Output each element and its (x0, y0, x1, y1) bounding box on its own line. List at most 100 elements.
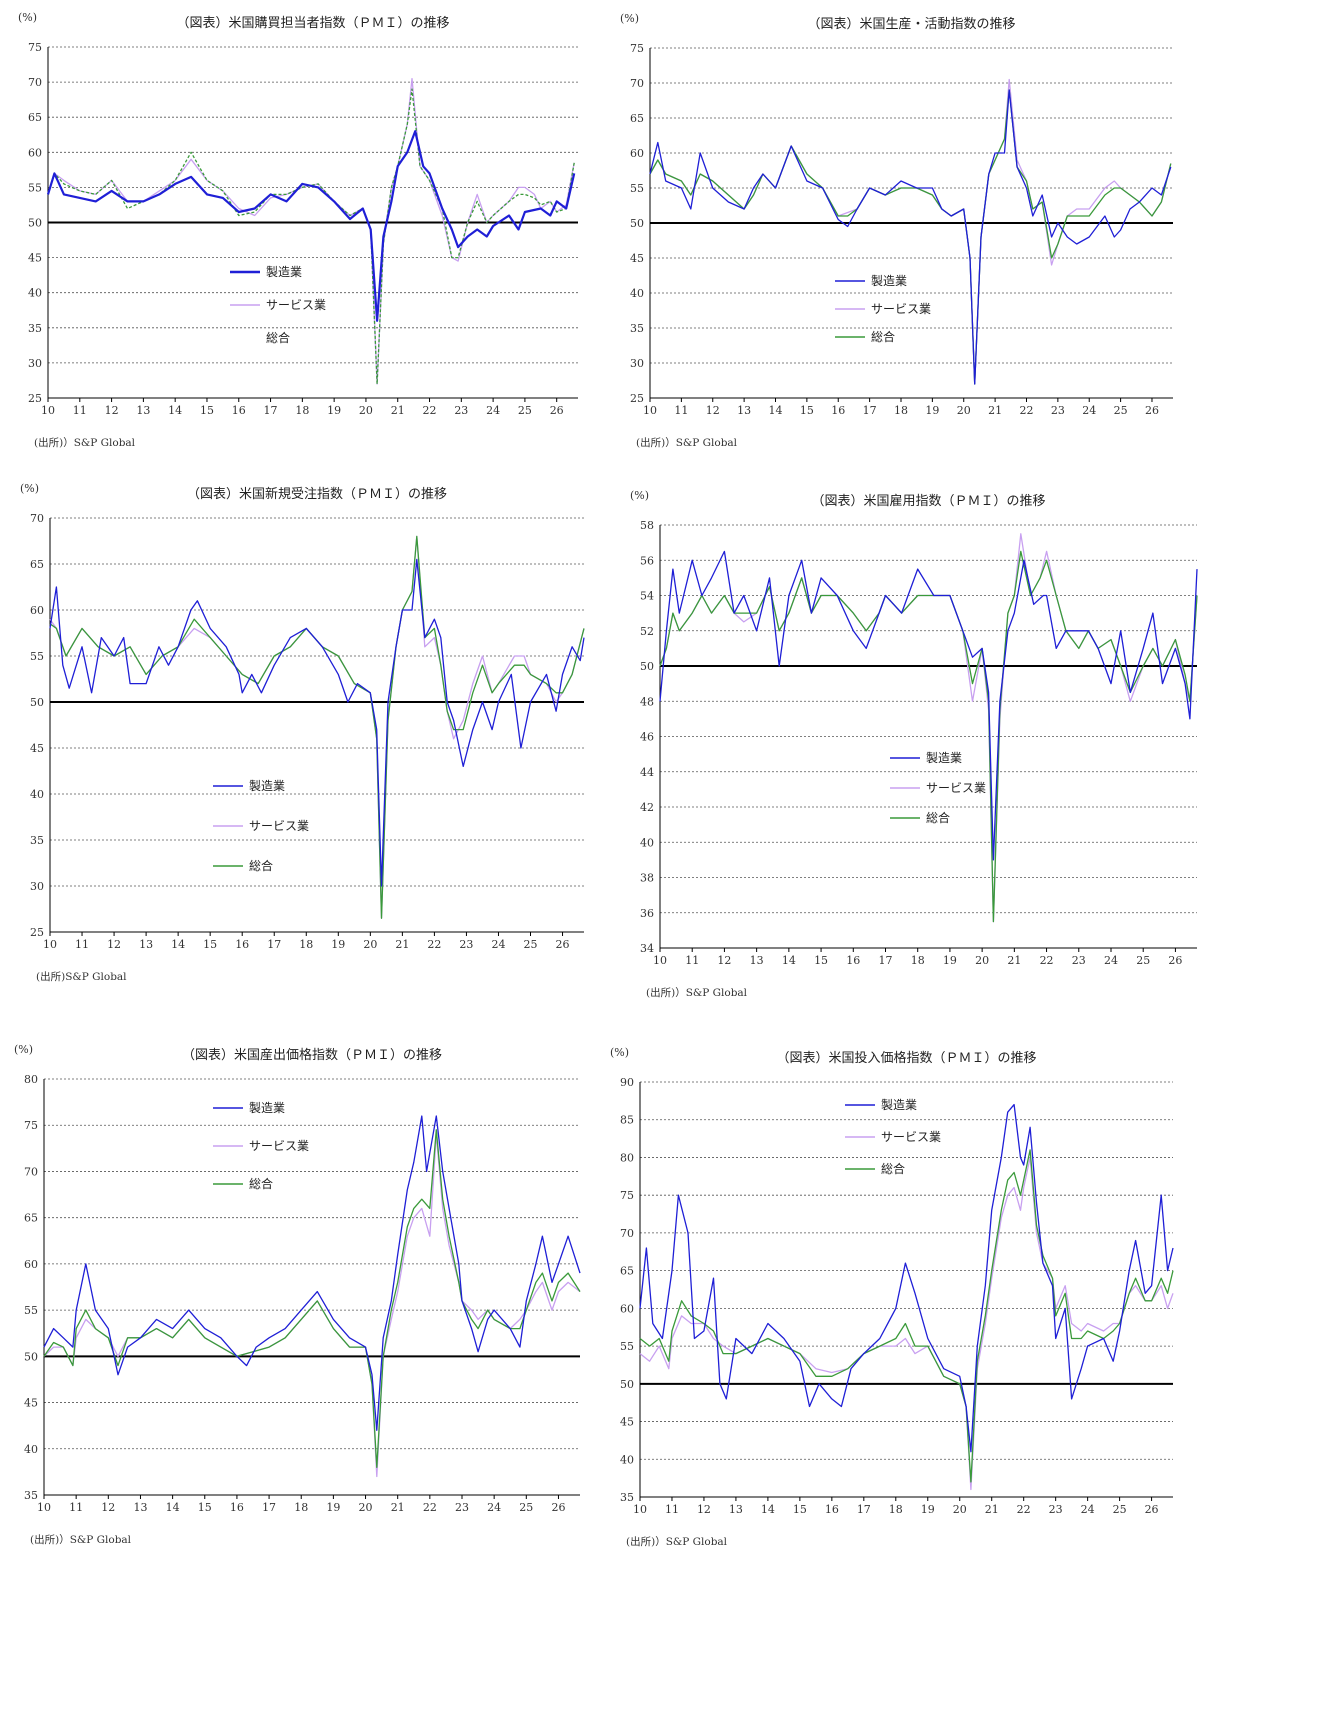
y-tick-label: 55 (24, 1304, 38, 1317)
chart-title: （図表）米国新規受注指数（ＰＭＩ）の推移 (187, 486, 447, 502)
x-tick-label: 19 (925, 404, 939, 417)
x-tick-label: 12 (697, 1503, 711, 1516)
series-line-manufacturing (43, 1115, 581, 1431)
y-tick-label: 30 (30, 880, 44, 893)
y-tick-label: 25 (630, 392, 644, 405)
x-tick-label: 14 (768, 404, 782, 417)
y-tick-label: 70 (630, 77, 644, 90)
chart-svg: （図表）米国生産・活動指数の推移 (%) 25 30 35 40 45 50 55 60 65 70 7… (620, 12, 1173, 449)
x-tick-label: 14 (761, 1503, 775, 1516)
x-tick-label: 24 (1104, 954, 1118, 967)
y-tick-label: 55 (620, 1340, 634, 1353)
chart-title: （図表）米国購買担当者指数（ＰＭＩ）の推移 (176, 16, 449, 31)
legend-label-composite: 総合 (249, 858, 273, 873)
chart-panel-new-orders: （図表）米国新規受注指数（ＰＭＩ）の推移 (%) 25 30 35 40 45 50 55 60 6… (0, 0, 660, 1010)
x-tick-label: 14 (168, 404, 182, 417)
x-tick-label: 20 (975, 954, 989, 967)
x-tick-label: 13 (737, 404, 751, 417)
y-tick-label: 60 (630, 147, 644, 160)
x-tick-label: 24 (486, 404, 500, 417)
x-tick-label: 10 (43, 938, 57, 951)
x-tick-label: 25 (524, 938, 538, 951)
y-unit-label: (%) (610, 1046, 629, 1059)
x-tick-label: 18 (294, 1501, 308, 1514)
x-tick-label: 14 (171, 938, 185, 951)
y-tick-label: 40 (620, 1453, 634, 1466)
x-tick-label: 21 (988, 404, 1002, 417)
legend-label-composite: 総合 (871, 329, 895, 344)
y-tick-label: 30 (630, 357, 644, 370)
series-line-services (639, 1156, 1174, 1491)
x-tick-label: 17 (267, 938, 281, 951)
x-tick-label: 13 (139, 938, 153, 951)
x-tick-label: 23 (459, 938, 473, 951)
x-tick-label: 21 (985, 1503, 999, 1516)
y-tick-label: 70 (620, 1227, 634, 1240)
x-tick-label: 12 (717, 954, 731, 967)
y-tick-label: 48 (640, 695, 654, 708)
x-tick-label: 23 (454, 404, 468, 417)
x-tick-label: 16 (831, 404, 845, 417)
y-tick-label: 34 (640, 942, 654, 955)
chart-panel-output-prices: （図表）米国産出価格指数（ＰＭＩ）の推移 (%) 35 40 45 50 55 60 65 70 7… (0, 0, 660, 1714)
x-tick-label: 23 (1051, 404, 1065, 417)
y-unit-label: (%) (14, 1043, 33, 1056)
legend-label-services: サービス業 (871, 302, 931, 316)
y-tick-label: 46 (640, 731, 654, 744)
source-note: (出所)）S&P Global (30, 1533, 132, 1546)
x-tick-label: 22 (423, 404, 437, 417)
x-tick-label: 20 (957, 404, 971, 417)
y-tick-label: 75 (630, 42, 644, 55)
y-tick-label: 40 (30, 788, 44, 801)
y-unit-label: (%) (620, 12, 639, 25)
y-tick-label: 36 (640, 907, 654, 920)
y-tick-label: 70 (30, 512, 44, 525)
x-tick-label: 10 (41, 404, 55, 417)
chart-svg: （図表）米国購買担当者指数（ＰＭＩ）の推移 (%) 25 30 35 40 45 50 55 60… (18, 11, 578, 449)
y-tick-label: 50 (630, 217, 644, 230)
legend-label-manufacturing: 製造業 (926, 751, 962, 765)
x-tick-label: 25 (1113, 1503, 1127, 1516)
x-tick-label: 25 (1114, 404, 1128, 417)
x-tick-label: 22 (1017, 1503, 1031, 1516)
legend-label-composite: 総合 (926, 810, 950, 825)
x-tick-label: 22 (423, 1501, 437, 1514)
y-tick-label: 45 (620, 1416, 634, 1429)
y-tick-label: 40 (640, 836, 654, 849)
y-unit-label: (%) (18, 11, 37, 24)
x-tick-label: 10 (37, 1501, 51, 1514)
x-tick-label: 14 (166, 1501, 180, 1514)
x-tick-label: 16 (825, 1503, 839, 1516)
chart-panel-output-index: （図表）米国生産・活動指数の推移 (%) 25 30 35 40 45 50 55 60 65 70 7… (0, 0, 1323, 480)
source-note: (出所)）S&P Global (646, 986, 748, 999)
chart-title: （図表）米国産出価格指数（ＰＭＩ）の推移 (182, 1047, 442, 1063)
y-tick-label: 35 (30, 834, 44, 847)
y-tick-label: 65 (24, 1212, 38, 1225)
x-tick-label: 11 (674, 404, 688, 417)
y-tick-label: 35 (620, 1491, 634, 1504)
y-tick-label: 38 (640, 872, 654, 885)
series-line-services (47, 77, 575, 385)
x-tick-label: 26 (1168, 954, 1182, 967)
x-tick-label: 20 (359, 1501, 373, 1514)
legend-label-services: サービス業 (266, 298, 326, 312)
y-tick-label: 65 (620, 1265, 634, 1278)
legend-label-manufacturing: 製造業 (881, 1098, 917, 1112)
chart-svg: （図表）米国産出価格指数（ＰＭＩ）の推移 (%) 35 40 45 50 55 60 65 70 7… (14, 1043, 581, 1546)
y-tick-label: 40 (24, 1443, 38, 1456)
x-tick-label: 19 (331, 938, 345, 951)
x-tick-label: 18 (299, 938, 313, 951)
x-tick-label: 11 (665, 1503, 679, 1516)
y-tick-label: 65 (630, 112, 644, 125)
series-line-manufacturing (659, 550, 1198, 861)
x-tick-label: 23 (455, 1501, 469, 1514)
y-tick-label: 60 (620, 1302, 634, 1315)
y-tick-label: 45 (30, 742, 44, 755)
y-tick-label: 35 (24, 1489, 38, 1502)
x-tick-label: 17 (878, 954, 892, 967)
y-tick-label: 45 (630, 252, 644, 265)
x-tick-label: 18 (894, 404, 908, 417)
source-note: (出所)）S&P Global (34, 436, 136, 449)
y-tick-label: 75 (24, 1119, 38, 1132)
x-tick-label: 25 (519, 1501, 533, 1514)
